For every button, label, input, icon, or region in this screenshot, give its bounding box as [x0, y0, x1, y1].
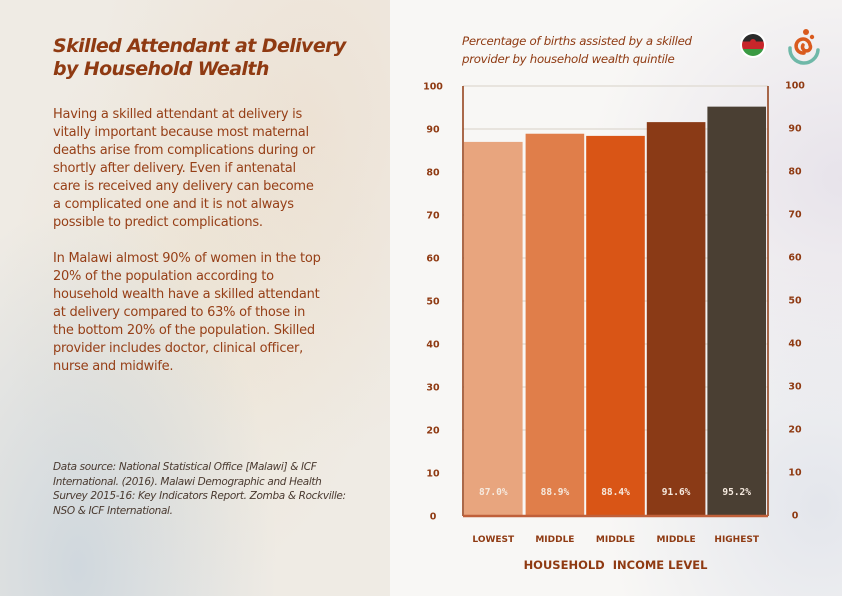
y-tick-label-right: 40: [788, 339, 802, 350]
y-tick-label-left: 50: [426, 297, 440, 308]
malawi-flag-icon: [740, 32, 766, 58]
y-tick-label-left: 20: [426, 426, 440, 437]
bar: [586, 135, 645, 516]
y-tick-label-left: 40: [426, 340, 440, 351]
x-category-label: MIDDLE: [657, 535, 696, 545]
chart-title: Percentage of births assisted by a skill…: [462, 32, 732, 68]
data-source: Data source: National Statistical Office…: [53, 461, 346, 517]
data-label: 88.9%: [541, 487, 570, 498]
y-tick-label-left: 100: [423, 82, 443, 93]
y-tick-label-right: 80: [788, 167, 802, 178]
y-tick-label-left: 80: [426, 168, 440, 179]
y-tick-label-right: 50: [788, 296, 802, 307]
title-line-1: Skilled Attendant at Delivery: [53, 35, 346, 57]
y-tick-label-right: 70: [788, 210, 802, 221]
data-label: 88.4%: [601, 487, 630, 498]
y-tick-label-right: 20: [788, 425, 802, 436]
chart-title-line-1: Percentage of births assisted by a skill…: [462, 34, 692, 48]
y-tick-label-left: 30: [426, 383, 440, 394]
bar: [707, 106, 766, 516]
data-label: 87.0%: [479, 487, 508, 498]
y-tick-label-left: 60: [426, 254, 440, 265]
y-tick-label-left: 0: [430, 512, 437, 523]
page-title: Skilled Attendant at Delivery by Househo…: [53, 35, 373, 81]
y-tick-label-left: 90: [426, 125, 440, 136]
bar: [525, 133, 585, 517]
left-panel: [0, 0, 390, 596]
chart-title-line-2: provider by household wealth quintile: [462, 52, 675, 66]
data-label: 95.2%: [722, 487, 751, 498]
y-tick-label-right: 60: [788, 253, 802, 264]
title-line-2: by Household Wealth: [53, 58, 269, 80]
x-category-label: MIDDLE: [596, 535, 635, 545]
y-tick-label-right: 90: [788, 124, 802, 135]
x-axis-title: HOUSEHOLD INCOME LEVEL: [524, 558, 709, 572]
y-tick-label-right: 10: [788, 468, 802, 479]
x-category-label: MIDDLE: [535, 535, 574, 545]
intro-paragraph: Having a skilled attendant at delivery i…: [53, 107, 315, 230]
data-label: 91.6%: [662, 487, 691, 498]
x-category-label: HIGHEST: [714, 535, 759, 545]
y-tick-label-left: 70: [426, 211, 440, 222]
malawi-paragraph: In Malawi almost 90% of women in the top…: [53, 251, 321, 374]
y-tick-label-right: 30: [788, 382, 802, 393]
y-tick-label-right: 100: [785, 81, 805, 92]
x-category-label: LOWEST: [472, 535, 515, 545]
y-tick-label-left: 10: [426, 469, 440, 480]
bar: [464, 141, 523, 516]
spiral-logo-icon: [788, 29, 820, 65]
bar: [646, 122, 706, 517]
y-tick-label-right: 0: [792, 511, 799, 522]
